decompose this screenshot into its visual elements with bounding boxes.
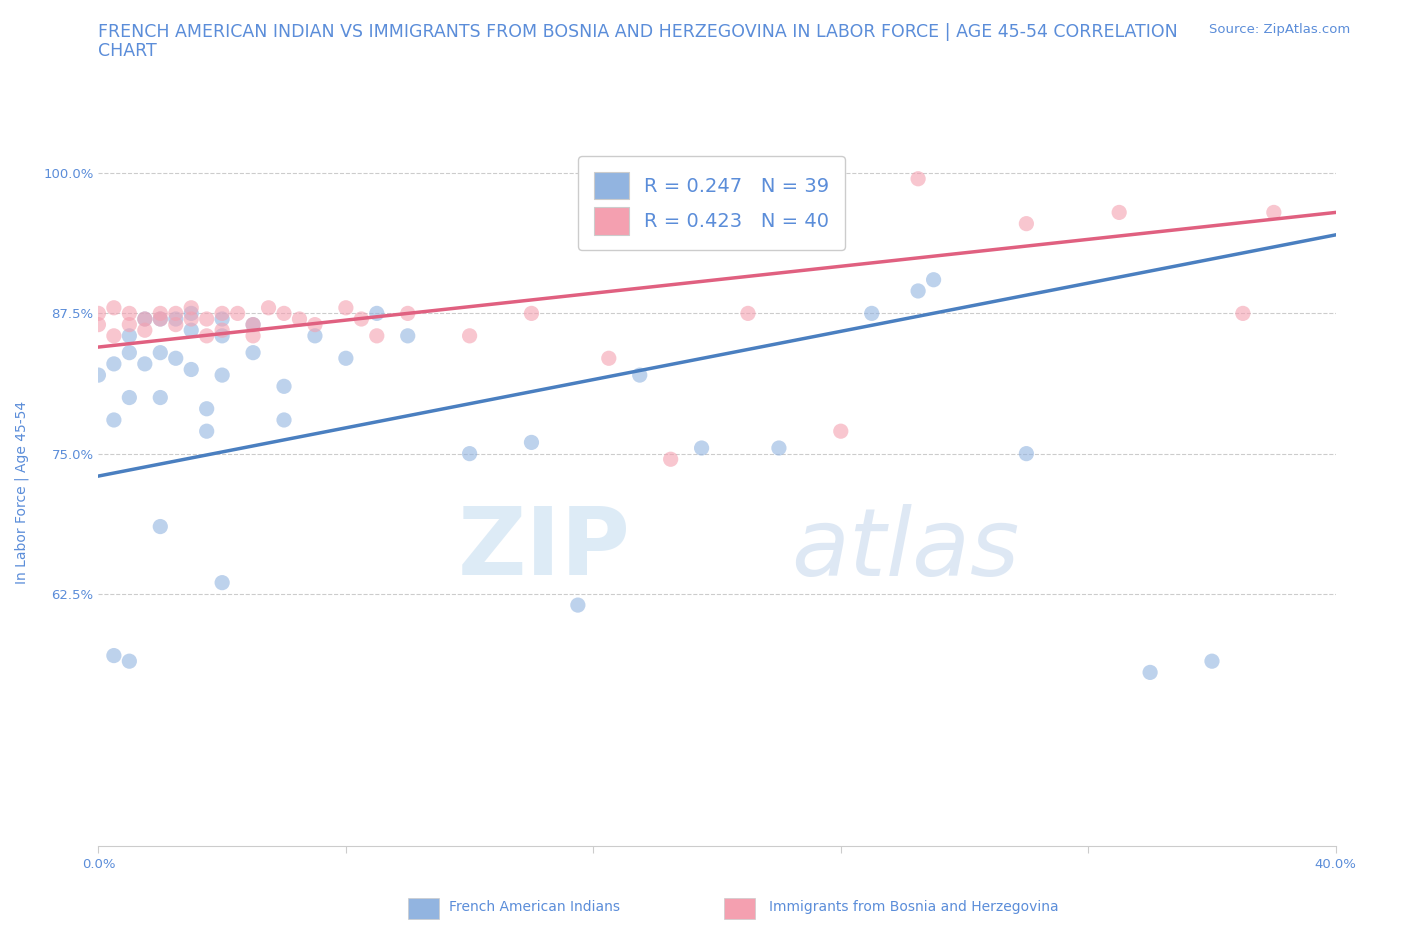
- Point: [335, 351, 357, 365]
- Point: [149, 312, 172, 326]
- Point: [226, 306, 249, 321]
- Point: [180, 306, 202, 321]
- Point: [366, 328, 388, 343]
- Point: [273, 413, 295, 428]
- Point: [149, 306, 172, 321]
- Point: [273, 379, 295, 393]
- Point: [103, 356, 125, 371]
- Point: [149, 390, 172, 405]
- Point: [103, 300, 125, 315]
- Point: [87, 306, 110, 321]
- Point: [628, 367, 651, 382]
- Point: [922, 272, 945, 287]
- Point: [273, 306, 295, 321]
- Point: [242, 328, 264, 343]
- Point: [1015, 446, 1038, 461]
- Point: [211, 367, 233, 382]
- Point: [180, 362, 202, 377]
- Point: [288, 312, 311, 326]
- Point: [567, 598, 589, 613]
- Point: [211, 306, 233, 321]
- Point: [690, 441, 713, 456]
- Point: [195, 328, 218, 343]
- Point: [118, 654, 141, 669]
- Point: [304, 328, 326, 343]
- Point: [118, 328, 141, 343]
- Point: [165, 317, 187, 332]
- Point: [103, 648, 125, 663]
- Point: [335, 300, 357, 315]
- Point: [195, 402, 218, 417]
- Text: CHART: CHART: [98, 42, 157, 60]
- Point: [134, 312, 156, 326]
- Point: [520, 435, 543, 450]
- Point: [520, 306, 543, 321]
- Point: [304, 317, 326, 332]
- Point: [1015, 216, 1038, 231]
- Point: [242, 345, 264, 360]
- Point: [458, 328, 481, 343]
- Point: [87, 317, 110, 332]
- Point: [211, 328, 233, 343]
- Legend: R = 0.247   N = 39, R = 0.423   N = 40: R = 0.247 N = 39, R = 0.423 N = 40: [578, 156, 845, 250]
- Point: [134, 323, 156, 338]
- Point: [1232, 306, 1254, 321]
- Point: [118, 345, 141, 360]
- Point: [180, 300, 202, 315]
- Point: [242, 317, 264, 332]
- Point: [737, 306, 759, 321]
- Point: [598, 351, 620, 365]
- Point: [907, 171, 929, 186]
- Text: FRENCH AMERICAN INDIAN VS IMMIGRANTS FROM BOSNIA AND HERZEGOVINA IN LABOR FORCE : FRENCH AMERICAN INDIAN VS IMMIGRANTS FRO…: [98, 23, 1178, 41]
- Point: [87, 367, 110, 382]
- Text: Immigrants from Bosnia and Herzegovina: Immigrants from Bosnia and Herzegovina: [769, 899, 1059, 914]
- Text: Source: ZipAtlas.com: Source: ZipAtlas.com: [1209, 23, 1350, 36]
- Point: [242, 317, 264, 332]
- Point: [180, 323, 202, 338]
- Point: [1263, 205, 1285, 219]
- Point: [103, 328, 125, 343]
- Point: [396, 306, 419, 321]
- Point: [195, 424, 218, 439]
- Point: [1108, 205, 1130, 219]
- Point: [366, 306, 388, 321]
- Point: [211, 576, 233, 591]
- Point: [180, 312, 202, 326]
- Text: French American Indians: French American Indians: [449, 899, 620, 914]
- Point: [860, 306, 883, 321]
- Point: [118, 306, 141, 321]
- Point: [211, 323, 233, 338]
- Point: [211, 312, 233, 326]
- Y-axis label: In Labor Force | Age 45-54: In Labor Force | Age 45-54: [15, 402, 30, 584]
- Point: [257, 300, 280, 315]
- Point: [768, 441, 790, 456]
- Text: ZIP: ZIP: [457, 503, 630, 595]
- Point: [134, 356, 156, 371]
- Point: [195, 312, 218, 326]
- Point: [149, 345, 172, 360]
- Point: [149, 519, 172, 534]
- Point: [165, 306, 187, 321]
- Text: atlas: atlas: [792, 504, 1019, 595]
- Point: [165, 312, 187, 326]
- Point: [1139, 665, 1161, 680]
- Point: [118, 390, 141, 405]
- Point: [830, 424, 852, 439]
- Point: [1201, 654, 1223, 669]
- Point: [134, 312, 156, 326]
- Point: [165, 351, 187, 365]
- Point: [350, 312, 373, 326]
- Point: [118, 317, 141, 332]
- Point: [659, 452, 682, 467]
- Point: [458, 446, 481, 461]
- Point: [907, 284, 929, 299]
- Point: [103, 413, 125, 428]
- Point: [396, 328, 419, 343]
- Point: [149, 312, 172, 326]
